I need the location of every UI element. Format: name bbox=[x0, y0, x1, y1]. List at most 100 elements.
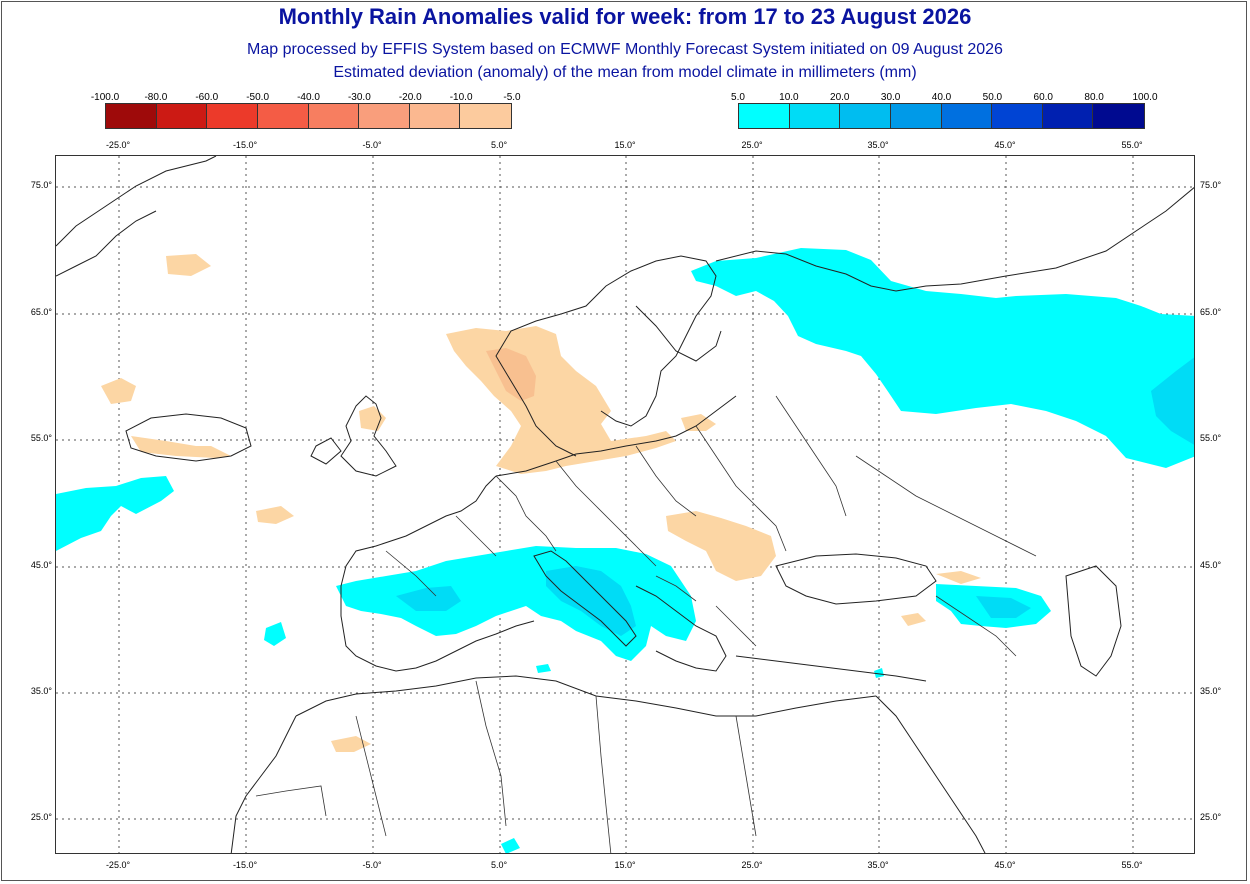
latitude-label: 35.0° bbox=[1200, 686, 1222, 696]
graticule-grid bbox=[56, 156, 1194, 853]
legend-tick-label: -30.0 bbox=[347, 92, 371, 103]
anomaly-norway-sea bbox=[446, 326, 676, 474]
latitude-label: 45.0° bbox=[1200, 560, 1222, 570]
latitude-label: 35.0° bbox=[30, 686, 52, 696]
anomaly-greenland-2 bbox=[166, 254, 211, 276]
map-title: Monthly Rain Anomalies valid for week: f… bbox=[278, 4, 972, 29]
legend_negative-swatch bbox=[207, 104, 258, 128]
coastlines bbox=[56, 156, 1194, 853]
legend-tick-label: -5.0 bbox=[503, 92, 521, 103]
anomaly-bay-biscay bbox=[256, 506, 294, 524]
positive-anomaly-areas bbox=[56, 248, 1194, 853]
anomaly-russia-east-mid bbox=[1151, 357, 1194, 445]
anomaly-baltic-east bbox=[681, 414, 716, 431]
legend-tick-label: 80.0 bbox=[1084, 92, 1104, 103]
latitude-label: 75.0° bbox=[1200, 180, 1222, 190]
latitude-label: 75.0° bbox=[30, 180, 52, 190]
anomaly-tyrrhenian-core bbox=[546, 566, 636, 636]
legend-tick-label: 30.0 bbox=[880, 92, 901, 103]
longitude-label: -25.0° bbox=[105, 140, 131, 150]
legend-tick-label: 50.0 bbox=[982, 92, 1003, 103]
legend-tick-label: 10.0 bbox=[779, 92, 799, 103]
longitude-label: 15.0° bbox=[614, 860, 636, 870]
legend_positive-swatch bbox=[840, 104, 891, 128]
map-subtitle-2: Estimated deviation (anomaly) of the mea… bbox=[333, 64, 917, 81]
anomaly-sardinia-spot bbox=[264, 622, 286, 646]
anomaly-africa-south bbox=[501, 838, 520, 853]
legend_negative-swatch bbox=[257, 104, 309, 128]
legend-tick-label: 40.0 bbox=[931, 92, 952, 103]
anomaly-iceland bbox=[131, 436, 231, 458]
legend-tick-label: -100.0 bbox=[90, 92, 120, 103]
legend_negative-swatch bbox=[409, 104, 461, 128]
longitude-label: -5.0° bbox=[362, 140, 382, 150]
longitude-label: 45.0° bbox=[994, 860, 1016, 870]
map-panel[interactable] bbox=[55, 155, 1195, 854]
legend-tick-label: 20.0 bbox=[830, 92, 850, 103]
legend-tick-label: 60.0 bbox=[1033, 92, 1053, 103]
anomaly-hungary bbox=[666, 511, 776, 581]
longitude-label: 45.0° bbox=[994, 140, 1016, 150]
anomaly-uk-east bbox=[359, 406, 386, 431]
anomaly-mediterranean bbox=[336, 546, 696, 661]
anomaly-russia-north bbox=[691, 248, 1194, 468]
legend-tick-label: -80.0 bbox=[144, 92, 168, 103]
latitude-label: 55.0° bbox=[1200, 433, 1222, 443]
legend-tick-label: -40.0 bbox=[297, 92, 320, 103]
legend_positive-swatch bbox=[1042, 104, 1094, 128]
latitude-label: 65.0° bbox=[1200, 307, 1222, 317]
longitude-label: 35.0° bbox=[867, 860, 889, 870]
longitude-label: -15.0° bbox=[232, 140, 258, 150]
map-svg bbox=[56, 156, 1194, 853]
anomaly-turkey-south bbox=[874, 668, 884, 678]
legend_positive-swatch bbox=[941, 104, 993, 128]
anomaly-black-sea-ne bbox=[936, 571, 981, 584]
legend_positive-swatch bbox=[789, 104, 841, 128]
longitude-label: 55.0° bbox=[1121, 140, 1143, 150]
latitude-label: 45.0° bbox=[30, 560, 52, 570]
legend-tick-label: -10.0 bbox=[449, 92, 473, 103]
negative-anomaly-areas bbox=[101, 254, 981, 752]
legend_negative-swatch bbox=[308, 104, 360, 128]
anomaly-sicily-small bbox=[536, 664, 551, 673]
legend_positive-swatch bbox=[890, 104, 942, 128]
legend-tick-label: -60.0 bbox=[195, 92, 219, 103]
longitude-label: 5.0° bbox=[490, 860, 508, 870]
legend-positive-colorbar bbox=[738, 103, 1145, 129]
legend-tick-label: 100.0 bbox=[1132, 92, 1158, 103]
legend_negative-swatch bbox=[359, 104, 410, 128]
longitude-label: -15.0° bbox=[232, 860, 258, 870]
anomaly-turkey-east bbox=[901, 613, 926, 626]
legend-tick-label: -50.0 bbox=[246, 92, 270, 103]
legend-negative-colorbar bbox=[105, 103, 512, 129]
legend_negative-swatch bbox=[106, 104, 157, 128]
legend_negative-swatch bbox=[156, 104, 208, 128]
latitude-label: 65.0° bbox=[30, 307, 52, 317]
longitude-label: -5.0° bbox=[362, 860, 382, 870]
legend-tick-label: 5.0 bbox=[731, 92, 745, 103]
longitude-label: 25.0° bbox=[741, 860, 763, 870]
anomaly-gulf-lion bbox=[396, 586, 461, 611]
anomaly-norway-core bbox=[486, 348, 536, 401]
country-borders bbox=[255, 395, 1037, 853]
latitude-label: 25.0° bbox=[1200, 812, 1222, 822]
anomaly-caucasus-core bbox=[976, 596, 1031, 618]
longitude-label: -25.0° bbox=[105, 860, 131, 870]
anomaly-atlantic-west bbox=[56, 476, 174, 551]
legend_positive-swatch bbox=[992, 104, 1043, 128]
legend_negative-swatch bbox=[460, 104, 511, 128]
latitude-label: 25.0° bbox=[30, 812, 52, 822]
longitude-label: 5.0° bbox=[490, 140, 508, 150]
longitude-label: 35.0° bbox=[867, 140, 889, 150]
latitude-label: 55.0° bbox=[30, 433, 52, 443]
longitude-label: 55.0° bbox=[1121, 860, 1143, 870]
legend-tick-label: -20.0 bbox=[398, 92, 422, 103]
anomaly-greenland-sea bbox=[101, 378, 136, 404]
longitude-label: 15.0° bbox=[614, 140, 636, 150]
legend_positive-swatch bbox=[739, 104, 790, 128]
anomaly-morocco bbox=[331, 736, 371, 752]
longitude-label: 25.0° bbox=[741, 140, 763, 150]
legend_positive-swatch bbox=[1093, 104, 1144, 128]
map-subtitle-1: Map processed by EFFIS System based on E… bbox=[247, 41, 1003, 58]
